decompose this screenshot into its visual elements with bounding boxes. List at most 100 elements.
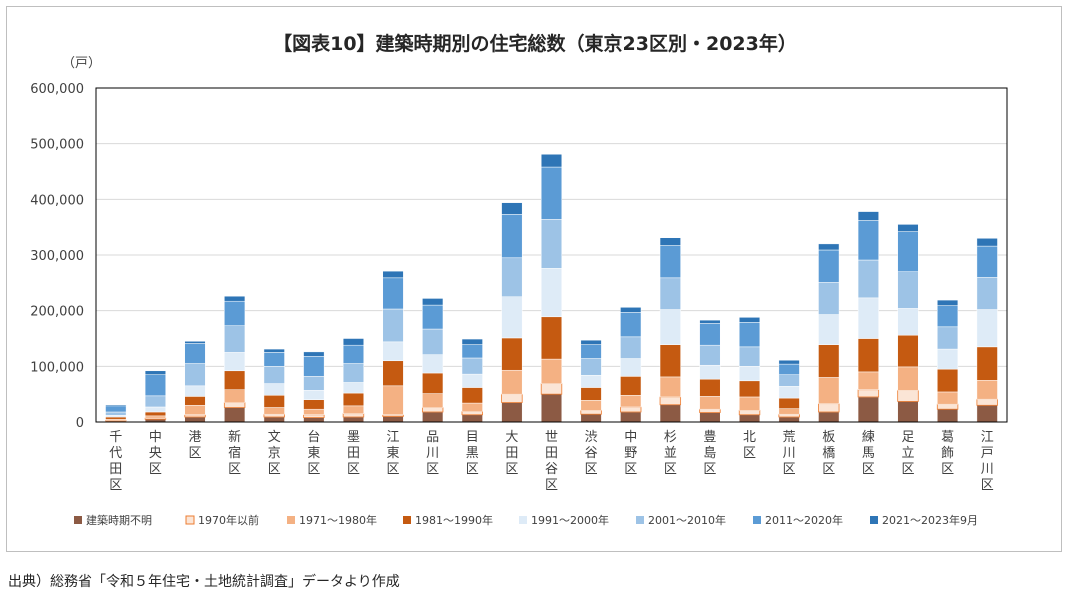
x-tick-label: 中野区	[624, 430, 637, 477]
bar-segment	[540, 383, 563, 395]
bar-segment	[857, 389, 880, 398]
bar-segment	[857, 211, 879, 221]
y-tick-label: 300,000	[30, 249, 84, 264]
legend-swatch	[185, 515, 195, 525]
bar-segment	[857, 396, 879, 423]
y-tick-label: 200,000	[30, 305, 84, 320]
bar-segment	[342, 416, 365, 423]
bar-segment	[738, 317, 761, 323]
bar-segment	[699, 378, 721, 397]
bar-segment	[461, 338, 483, 345]
bar-segment	[263, 366, 285, 384]
bar-segment	[263, 413, 285, 418]
bar-segment	[540, 358, 563, 384]
bar-segment	[580, 339, 602, 345]
bar-segment	[699, 364, 721, 380]
bar-segment	[620, 312, 642, 338]
bar-segment	[382, 277, 404, 310]
y-tick-label: 0	[76, 416, 84, 431]
bar-segment	[818, 344, 840, 378]
bar-segment	[105, 415, 127, 418]
bar-segment	[263, 352, 285, 367]
bar-segment	[382, 308, 404, 343]
bar-segment	[897, 366, 919, 391]
source-note: 出典）総務省「令和５年住宅・土地統計調査」データより作成	[8, 574, 400, 590]
bar-segment	[778, 374, 800, 387]
bar-segment	[976, 238, 998, 247]
bar-segment	[937, 305, 959, 328]
legend-swatch	[870, 516, 878, 524]
bar-segment	[976, 245, 998, 278]
bar-segment	[501, 296, 523, 339]
bar-segment	[224, 407, 246, 423]
bar-segment	[224, 295, 246, 302]
bar-segment	[897, 389, 919, 402]
bar-segment	[303, 414, 325, 418]
bar-segment	[976, 309, 998, 348]
legend-swatch	[287, 516, 295, 524]
x-tick-label: 中央区	[149, 430, 162, 477]
bar-segment	[937, 299, 959, 306]
bar-segment	[699, 396, 721, 410]
bar-segment	[620, 336, 642, 359]
bar-segment	[738, 380, 761, 398]
x-tick-label: 荒川区	[783, 430, 796, 477]
bar-segment	[421, 407, 444, 413]
bar-segment	[303, 376, 325, 391]
bar-segment	[818, 249, 840, 283]
bar-segment	[659, 245, 681, 279]
bar-segment	[144, 411, 166, 417]
x-tick-label: 葛飾区	[941, 430, 954, 477]
bar-segment	[263, 383, 285, 396]
plot-area-border	[95, 87, 1008, 423]
bar-segment	[461, 387, 483, 404]
bar-segment	[580, 400, 602, 411]
legend-swatch	[403, 516, 411, 524]
bar-segment	[501, 393, 523, 403]
bar-segment	[620, 358, 642, 377]
bar-segment	[422, 328, 444, 355]
chart-frame	[6, 6, 1062, 552]
bar-segment	[620, 376, 642, 396]
bar-segment	[422, 354, 444, 374]
bar-segment	[223, 402, 246, 408]
bar-segment	[184, 363, 206, 387]
bar-segment	[580, 374, 602, 388]
bar-segment	[857, 259, 879, 299]
bar-segment	[976, 346, 998, 381]
bar-segment	[184, 343, 206, 364]
bar-segment	[976, 277, 998, 310]
legend-swatch	[753, 516, 761, 524]
bar-segment	[184, 385, 206, 397]
x-tick-label: 台東区	[307, 430, 320, 477]
bar-segment	[778, 363, 800, 375]
bar-segment	[105, 411, 127, 416]
bar-segment	[461, 344, 483, 359]
bar-segment	[659, 309, 681, 345]
bar-segment	[659, 277, 681, 310]
bar-segment	[659, 396, 682, 406]
bar-segment	[897, 334, 919, 368]
bar-segment	[501, 369, 523, 395]
bar-segment	[778, 416, 800, 423]
legend-label: 1970年以前	[198, 513, 259, 527]
bar-segment	[976, 380, 998, 400]
bar-segment	[501, 202, 523, 215]
bar-segment	[303, 417, 325, 423]
bar-segment	[501, 337, 523, 371]
bar-segment	[857, 371, 879, 390]
bar-segment	[303, 399, 325, 410]
bar-segment	[897, 308, 919, 336]
x-axis-ticks: 千代田区 中央区 港区 新宿区 文京区 台東区 墨田区 江東区 品川区 目黒区 大田区 世田谷区 渋谷区…	[109, 429, 993, 493]
legend-swatch	[74, 516, 82, 524]
x-tick-label: 板橋区	[822, 430, 835, 477]
bar-segment	[738, 414, 761, 423]
bars	[105, 153, 998, 423]
bar-segment	[738, 346, 761, 367]
bar-segment	[897, 231, 919, 272]
bar-segment	[580, 358, 602, 376]
bar-segment	[897, 271, 919, 309]
bar-segment	[501, 402, 523, 423]
bar-segment	[382, 385, 404, 416]
bar-segment	[818, 377, 840, 404]
